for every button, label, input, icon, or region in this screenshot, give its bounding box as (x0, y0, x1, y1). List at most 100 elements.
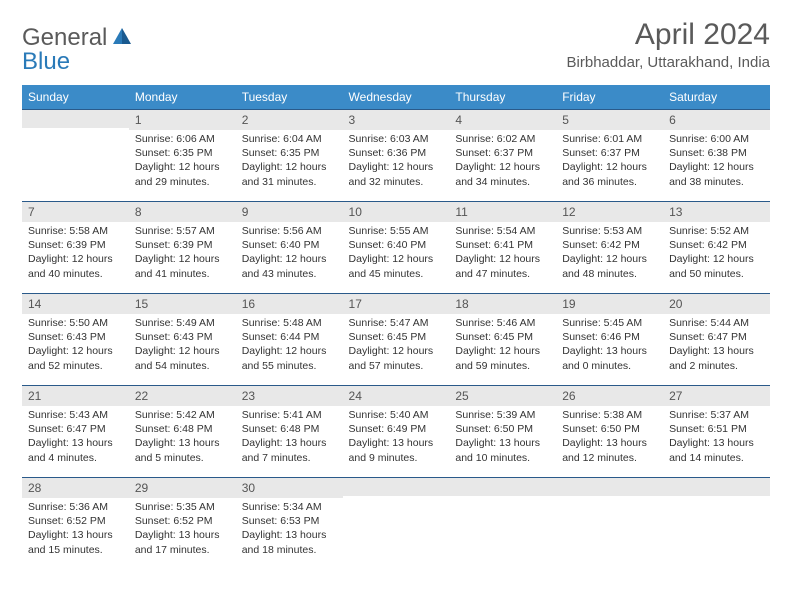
cell-body: Sunrise: 5:44 AMSunset: 6:47 PMDaylight:… (663, 314, 770, 377)
cell-line: Sunrise: 5:57 AM (135, 224, 230, 238)
day-header: Saturday (663, 85, 770, 110)
cell-line: Sunset: 6:38 PM (669, 146, 764, 160)
cell-line: and 59 minutes. (455, 359, 550, 373)
day-header: Thursday (449, 85, 556, 110)
cell-body: Sunrise: 5:47 AMSunset: 6:45 PMDaylight:… (343, 314, 450, 377)
cell-body (663, 496, 770, 502)
month-title: April 2024 (567, 18, 770, 52)
cell-line: Daylight: 13 hours (455, 436, 550, 450)
cell-line: Sunset: 6:39 PM (28, 238, 123, 252)
cell-body: Sunrise: 6:00 AMSunset: 6:38 PMDaylight:… (663, 130, 770, 193)
cell-body: Sunrise: 5:58 AMSunset: 6:39 PMDaylight:… (22, 222, 129, 285)
cell-body: Sunrise: 5:37 AMSunset: 6:51 PMDaylight:… (663, 406, 770, 469)
cell-line: and 36 minutes. (562, 175, 657, 189)
day-number: 8 (129, 202, 236, 222)
cell-line: Sunset: 6:51 PM (669, 422, 764, 436)
cell-line: and 2 minutes. (669, 359, 764, 373)
calendar-cell: 9Sunrise: 5:56 AMSunset: 6:40 PMDaylight… (236, 202, 343, 294)
cell-line: and 38 minutes. (669, 175, 764, 189)
cell-line: Sunset: 6:41 PM (455, 238, 550, 252)
cell-line: Sunrise: 5:49 AM (135, 316, 230, 330)
cell-line: Sunrise: 5:39 AM (455, 408, 550, 422)
cell-line: and 48 minutes. (562, 267, 657, 281)
day-number (343, 478, 450, 496)
cell-line: Sunset: 6:39 PM (135, 238, 230, 252)
calendar-cell: 25Sunrise: 5:39 AMSunset: 6:50 PMDayligh… (449, 386, 556, 478)
cell-body: Sunrise: 5:34 AMSunset: 6:53 PMDaylight:… (236, 498, 343, 561)
cell-line: Daylight: 13 hours (562, 344, 657, 358)
cell-body: Sunrise: 5:46 AMSunset: 6:45 PMDaylight:… (449, 314, 556, 377)
calendar-cell (343, 478, 450, 570)
day-number: 29 (129, 478, 236, 498)
calendar-cell: 17Sunrise: 5:47 AMSunset: 6:45 PMDayligh… (343, 294, 450, 386)
day-number (556, 478, 663, 496)
day-number: 7 (22, 202, 129, 222)
calendar-week: 1Sunrise: 6:06 AMSunset: 6:35 PMDaylight… (22, 110, 770, 202)
day-number: 13 (663, 202, 770, 222)
calendar-cell (22, 110, 129, 202)
cell-line: and 34 minutes. (455, 175, 550, 189)
cell-body: Sunrise: 5:57 AMSunset: 6:39 PMDaylight:… (129, 222, 236, 285)
cell-line: Sunrise: 5:34 AM (242, 500, 337, 514)
cell-body: Sunrise: 5:39 AMSunset: 6:50 PMDaylight:… (449, 406, 556, 469)
cell-line: Daylight: 12 hours (455, 160, 550, 174)
cell-line: Sunset: 6:48 PM (135, 422, 230, 436)
cell-line: and 0 minutes. (562, 359, 657, 373)
day-number: 5 (556, 110, 663, 130)
day-number: 23 (236, 386, 343, 406)
cell-line: and 43 minutes. (242, 267, 337, 281)
day-number (22, 110, 129, 128)
calendar-cell: 6Sunrise: 6:00 AMSunset: 6:38 PMDaylight… (663, 110, 770, 202)
day-header: Sunday (22, 85, 129, 110)
cell-line: Sunset: 6:47 PM (28, 422, 123, 436)
cell-line: Sunrise: 6:01 AM (562, 132, 657, 146)
calendar-cell: 22Sunrise: 5:42 AMSunset: 6:48 PMDayligh… (129, 386, 236, 478)
cell-line: and 32 minutes. (349, 175, 444, 189)
cell-line: Sunrise: 5:56 AM (242, 224, 337, 238)
cell-line: Daylight: 12 hours (349, 344, 444, 358)
calendar-cell: 27Sunrise: 5:37 AMSunset: 6:51 PMDayligh… (663, 386, 770, 478)
header: General April 2024 Birbhaddar, Uttarakha… (22, 18, 770, 71)
day-number: 24 (343, 386, 450, 406)
day-header: Friday (556, 85, 663, 110)
cell-line: Sunset: 6:36 PM (349, 146, 444, 160)
title-block: April 2024 Birbhaddar, Uttarakhand, Indi… (567, 18, 770, 71)
cell-line: Daylight: 13 hours (242, 436, 337, 450)
cell-body: Sunrise: 5:36 AMSunset: 6:52 PMDaylight:… (22, 498, 129, 561)
calendar-cell: 10Sunrise: 5:55 AMSunset: 6:40 PMDayligh… (343, 202, 450, 294)
cell-line: Daylight: 12 hours (242, 344, 337, 358)
cell-line: Sunrise: 5:36 AM (28, 500, 123, 514)
calendar-cell: 3Sunrise: 6:03 AMSunset: 6:36 PMDaylight… (343, 110, 450, 202)
cell-line: Sunrise: 5:46 AM (455, 316, 550, 330)
cell-line: Daylight: 12 hours (669, 160, 764, 174)
cell-line: and 14 minutes. (669, 451, 764, 465)
cell-body: Sunrise: 5:40 AMSunset: 6:49 PMDaylight:… (343, 406, 450, 469)
cell-line: Sunset: 6:42 PM (669, 238, 764, 252)
day-number (663, 478, 770, 496)
cell-line: and 55 minutes. (242, 359, 337, 373)
cell-line: Daylight: 12 hours (349, 252, 444, 266)
cell-line: and 9 minutes. (349, 451, 444, 465)
calendar-cell: 15Sunrise: 5:49 AMSunset: 6:43 PMDayligh… (129, 294, 236, 386)
cell-line: Sunset: 6:43 PM (135, 330, 230, 344)
calendar-cell: 23Sunrise: 5:41 AMSunset: 6:48 PMDayligh… (236, 386, 343, 478)
day-number: 3 (343, 110, 450, 130)
day-number: 27 (663, 386, 770, 406)
cell-body: Sunrise: 5:35 AMSunset: 6:52 PMDaylight:… (129, 498, 236, 561)
day-number: 25 (449, 386, 556, 406)
cell-line: Sunset: 6:35 PM (242, 146, 337, 160)
cell-line: Sunrise: 5:37 AM (669, 408, 764, 422)
cell-line: Sunrise: 5:38 AM (562, 408, 657, 422)
cell-line: and 5 minutes. (135, 451, 230, 465)
cell-line: Sunrise: 5:54 AM (455, 224, 550, 238)
cell-line: Daylight: 12 hours (669, 252, 764, 266)
cell-body: Sunrise: 6:03 AMSunset: 6:36 PMDaylight:… (343, 130, 450, 193)
cell-line: Daylight: 12 hours (455, 344, 550, 358)
logo-triangle-icon (111, 26, 133, 51)
cell-line: Sunset: 6:47 PM (669, 330, 764, 344)
cell-line: Daylight: 13 hours (242, 528, 337, 542)
cell-body (22, 128, 129, 134)
cell-line: Sunset: 6:45 PM (349, 330, 444, 344)
cell-line: and 29 minutes. (135, 175, 230, 189)
logo-blue-row: Blue (22, 48, 70, 76)
